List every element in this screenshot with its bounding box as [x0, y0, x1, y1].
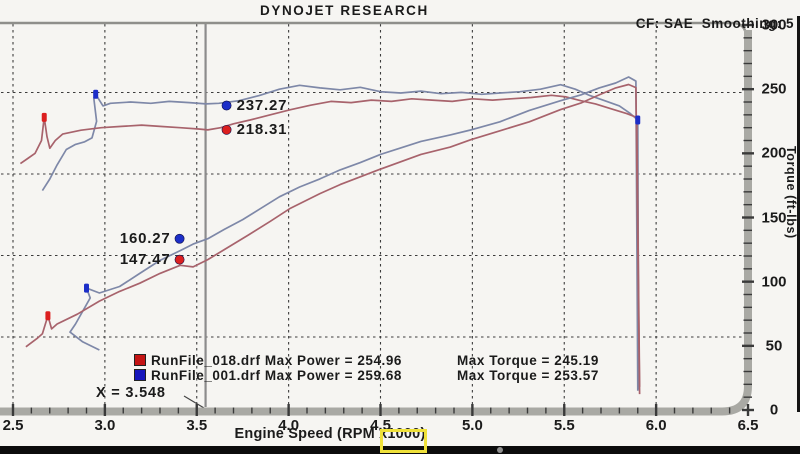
cf-label: CF: SAE — [635, 16, 694, 31]
legend-file-001: RunFile_001.drf — [151, 368, 261, 383]
correction-smoothing-readout: CF: SAE Smoothing: 5 — [619, 1, 794, 46]
legend-swatch-red — [134, 354, 146, 366]
legend-file-018: RunFile_018.drf — [151, 353, 261, 368]
legend-file-power-001: RunFile_001.drf Max Power = 259.68 — [151, 368, 402, 383]
legend-maxtorque-018: Max Torque = 245.19 — [457, 353, 599, 368]
cursor-dot — [174, 254, 185, 265]
run-mark — [84, 283, 89, 293]
y-tick-label: 200 — [761, 144, 787, 162]
curve-RunFile_018-drf-power — [25, 83, 641, 395]
screen-edge-sliver — [797, 16, 800, 412]
cursor-value-power-blue: 160.27 — [119, 229, 171, 247]
cursor-value-torque-red: 218.31 — [236, 120, 288, 138]
x-tick-label: 6.0 — [645, 417, 667, 434]
curve-RunFile_001-drf-power — [69, 76, 639, 391]
y-tick-label: 50 — [765, 337, 783, 355]
cursor-value-power-red: 147.47 — [119, 250, 171, 268]
curve-RunFile_018-drf-torque — [19, 94, 641, 387]
cursor-callout-line — [183, 395, 205, 409]
legend-maxtorque-001: Max Torque = 253.57 — [457, 368, 599, 383]
cursor-dot — [221, 100, 232, 111]
legend-maxpower-018: Max Power = 254.96 — [264, 353, 402, 368]
x-tick-label: 3.5 — [186, 417, 208, 434]
x-tick-label: 2.5 — [2, 417, 24, 434]
legend-row-runfile-001: RunFile_001.drf Max Power = 259.68 Max T… — [134, 368, 598, 383]
y-tick-label: 0 — [769, 401, 779, 419]
legend-file-power-018: RunFile_018.drf Max Power = 254.96 — [151, 353, 402, 368]
run-mark — [635, 115, 641, 125]
run-mark — [93, 89, 99, 99]
video-scrubber-dot[interactable] — [497, 447, 503, 453]
x-tick-label: 6.5 — [737, 417, 759, 434]
cursor-dot — [174, 233, 185, 244]
legend-maxpower-001: Max Power = 259.68 — [264, 368, 402, 383]
x-tick-label: 3.0 — [94, 417, 116, 434]
cursor-dot — [221, 124, 232, 135]
y-tick-label: 300 — [761, 16, 787, 34]
x1000-highlight-box — [380, 429, 427, 453]
run-mark — [41, 112, 47, 122]
smoothing-label: Smoothing: 5 — [701, 16, 794, 31]
run-mark — [45, 311, 51, 321]
cursor-x-readout: X = 3.548 — [96, 385, 166, 401]
cursor-value-torque-blue: 237.27 — [236, 96, 288, 114]
curve-RunFile_001-drf-torque — [41, 83, 640, 390]
page-title: DYNOJET RESEARCH — [260, 3, 429, 18]
x-tick-label: 5.0 — [461, 417, 483, 434]
y-tick-label: 150 — [761, 209, 787, 226]
y-tick-label: 250 — [761, 80, 787, 98]
axis-bars — [0, 30, 752, 416]
cf-gap — [693, 16, 702, 31]
legend-row-runfile-018: RunFile_018.drf Max Power = 254.96 Max T… — [134, 353, 598, 368]
x-tick-label: 4.0 — [278, 417, 300, 434]
legend-swatch-blue — [134, 369, 146, 381]
y-tick-label: 100 — [761, 273, 787, 291]
x-tick-label: 5.5 — [553, 417, 575, 434]
